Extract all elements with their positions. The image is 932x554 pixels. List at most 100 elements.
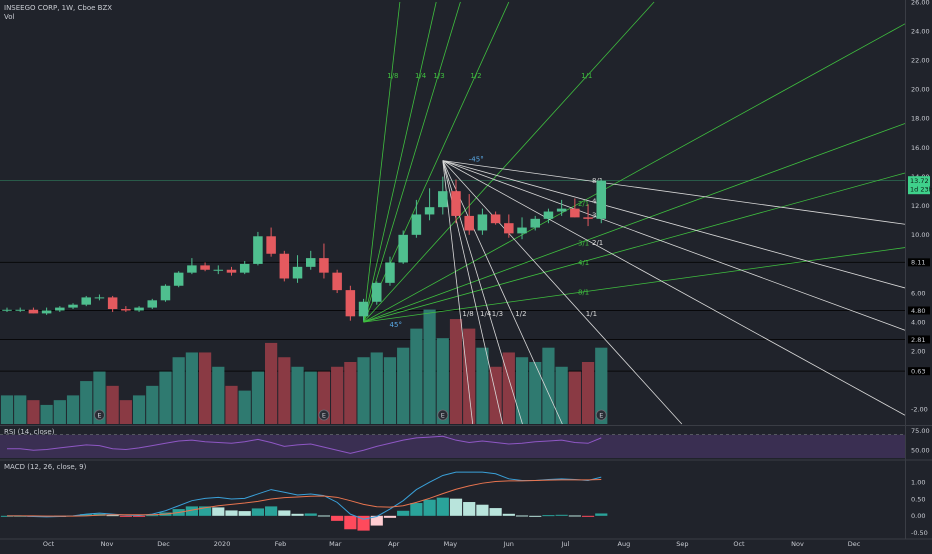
volume-bar (529, 362, 542, 424)
time-axis-label: Feb (275, 540, 287, 548)
candle-body (134, 307, 144, 311)
candle-body (319, 258, 329, 273)
candle-body (556, 208, 567, 212)
macd-histogram-bar (185, 506, 198, 516)
candle-body (121, 309, 131, 311)
volume-bar (410, 328, 423, 424)
gann-fan-label: 1/1 (586, 310, 597, 318)
volume-bar (436, 338, 449, 424)
gann-fan-label: 1/2 (470, 72, 481, 80)
gann-fan-line-green (363, 1, 461, 323)
gann-fan-label: 1/8 (462, 310, 473, 318)
volume-bar (515, 357, 529, 424)
gann-fan-line-white (442, 160, 563, 425)
macd-histogram-bar (225, 510, 238, 516)
candle-body (200, 265, 210, 270)
gann-fan-line-white (442, 160, 906, 225)
volume-bar (278, 357, 291, 424)
macd-histogram-bar (80, 514, 93, 516)
time-axis-label: Oct (43, 540, 55, 548)
macd-histogram-bar (410, 503, 423, 516)
volume-bar (40, 404, 53, 424)
gann-fan-line-green (363, 23, 906, 323)
earnings-marker (437, 409, 449, 421)
gann-fan-label: 1/3 (492, 310, 503, 318)
volume-bar (449, 319, 463, 424)
volume-legend[interactable]: Vol (4, 13, 15, 21)
rsi-legend[interactable]: RSI (14, close) (4, 428, 55, 436)
candle-body (517, 227, 527, 234)
current-price-value: 13.72 (910, 177, 929, 185)
volume-bar (159, 371, 172, 424)
gann-fan-line-white (442, 160, 683, 425)
macd-histogram-bar (265, 506, 278, 516)
price-level-tag (908, 367, 930, 376)
volume-bar (542, 347, 555, 424)
price-level-tag (908, 306, 930, 315)
macd-histogram-bar (436, 497, 449, 516)
candle-body (187, 265, 197, 273)
price-pane[interactable]: 1/8 1/4 1/3 1/2 1/12/13/14/18/11/8 1/4 1/3 1/2 1… (0, 0, 932, 425)
gann-fan-line-green (363, 1, 437, 323)
macd-histogram-bar (317, 515, 331, 517)
price-axis-tick-label: 16.00 (911, 144, 930, 152)
time-axis-label: Apr (388, 540, 400, 548)
candle-body (530, 218, 540, 228)
rsi-pane[interactable]: 50.00 75.00 (0, 425, 932, 459)
volume-bar (581, 362, 595, 424)
gann-fan-line-green (363, 247, 906, 323)
gann-fan-label: 1/2 (515, 310, 526, 318)
symbol-title[interactable]: INSEEGO CORP, 1W, Cboe BZX (4, 4, 112, 12)
price-axis-tick-label: 26.00 (911, 0, 930, 6)
macd-histogram-bar (463, 502, 476, 516)
macd-histogram-bar (476, 504, 489, 516)
candle-body (279, 253, 290, 279)
macd-histogram-bar (357, 515, 370, 531)
time-axis-label: Dec (848, 540, 861, 548)
time-axis-label: Oct (733, 540, 745, 548)
time-axis-label: Nov (791, 540, 804, 548)
candle-body (543, 211, 554, 219)
macd-histogram-bar (198, 506, 212, 516)
candle-body (15, 309, 25, 311)
gann-fan-line-white (442, 160, 906, 416)
gann-fan-label: 1/3 (433, 72, 444, 80)
time-axis-label: Nov (101, 540, 114, 548)
candle-body (147, 300, 158, 308)
macd-histogram-bar (423, 499, 436, 516)
candle-body (583, 217, 593, 219)
time-axis-label: Aug (618, 540, 631, 548)
macd-histogram-bar (555, 514, 568, 516)
volume-bar (265, 342, 278, 424)
earnings-marker (318, 409, 330, 421)
price-axis-tick-label: 0.63 (911, 367, 925, 375)
macd-histogram-bar (132, 515, 146, 517)
candle-body (41, 310, 52, 314)
volume-bar (370, 352, 383, 424)
candle-body (411, 214, 422, 235)
candle-body (226, 269, 237, 273)
volume-bar (14, 395, 27, 424)
rsi-line (7, 435, 602, 454)
candle-body (372, 282, 382, 302)
candle-body (451, 191, 461, 216)
macd-histogram-bar (331, 515, 344, 521)
volume-bar (383, 357, 397, 424)
candle-body (385, 262, 395, 283)
macd-histogram-bar (291, 513, 304, 516)
volume-bar (132, 395, 146, 424)
candle-body (332, 272, 342, 291)
price-axis-tick-label: 6.00 (911, 289, 925, 297)
volume-bar (502, 352, 515, 424)
macd-axis-tick-label: 0.00 (911, 512, 925, 520)
macd-legend[interactable]: MACD (12, 26, close, 9) (4, 463, 87, 471)
earnings-marker-label: E (322, 411, 326, 419)
candle-body (438, 191, 448, 208)
gann-fan-label: 4/1 (578, 259, 589, 267)
gann-fan-line-white (442, 160, 474, 425)
macd-pane[interactable]: -0.50 0.00 0.50 1.00 (0, 459, 932, 537)
